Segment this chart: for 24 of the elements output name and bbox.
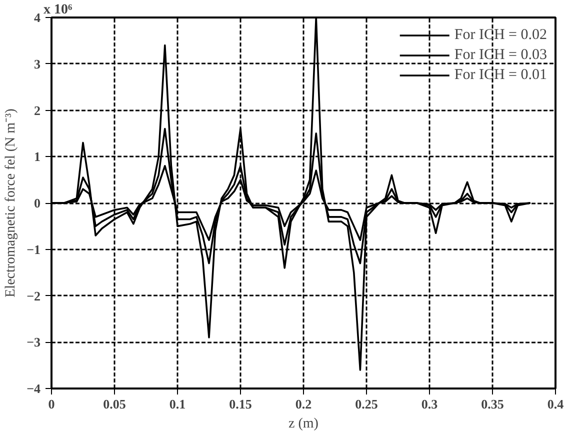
x-tick-label: 0.1 [169,396,186,412]
y-tick-label: −1 [26,242,41,257]
y-tick-label: −3 [26,334,41,350]
y-axis-title: Electromagnetic force fel (N m⁻³) [4,108,19,298]
x-tick-label: 0.25 [355,396,378,412]
y-tick-label: 1 [34,149,40,164]
x-tick-label: 0.3 [421,396,438,412]
legend-label: For ICH = 0.01 [454,66,547,84]
x-tick-label: 0 [48,396,55,412]
y-tick-label: 2 [34,102,40,118]
y-tick-label: 0 [34,196,40,210]
x-tick-label: 0.35 [481,396,504,412]
y-tick-label: 3 [34,56,41,72]
annotation: x 10⁶ [44,2,72,18]
x-tick-label: 0.4 [547,396,564,412]
y-tick-label: −4 [26,381,41,396]
x-tick-label: 0.2 [295,396,312,412]
y-tick-label: −2 [26,288,41,304]
x-tick-label: 0.05 [103,396,126,412]
x-tick-label: 0.15 [229,396,252,412]
x-axis-title: z (m) [288,416,319,432]
legend-label: For ICH = 0.03 [454,46,547,64]
legend-label: For ICH = 0.02 [454,26,547,44]
y-tick-label: 4 [34,10,41,25]
